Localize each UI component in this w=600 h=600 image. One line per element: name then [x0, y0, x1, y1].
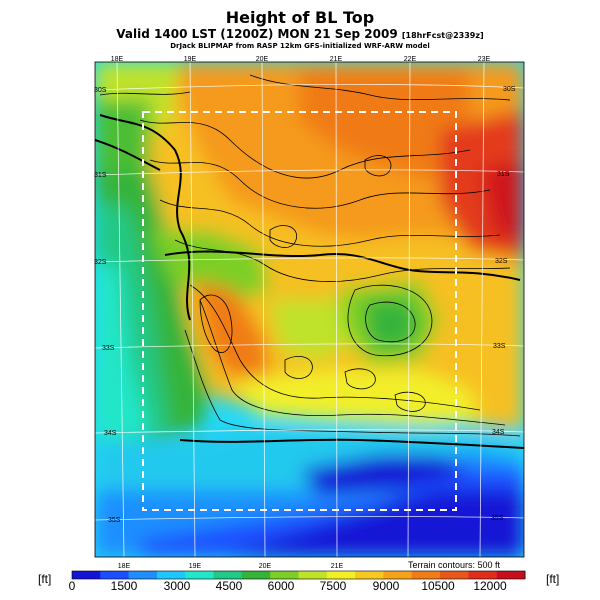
- color-scale-tick-label: 4500: [216, 579, 243, 593]
- color-scale-swatch: [100, 571, 130, 579]
- lon-label-top: 21E: [330, 56, 343, 63]
- lat-label-right: 32S: [495, 258, 508, 265]
- color-scale-outline: [71, 570, 526, 580]
- lat-label-left: 31S: [94, 172, 107, 179]
- color-scale-swatch: [355, 571, 384, 579]
- lon-label-bottom: 19E: [189, 563, 202, 570]
- color-scale-swatch: [241, 571, 271, 579]
- color-scale-swatch: [156, 571, 186, 579]
- lat-label-right: 34S: [492, 429, 505, 436]
- lat-lon-grid: [95, 62, 524, 557]
- color-scale-swatch: [383, 571, 413, 579]
- lon-label-top: 20E: [256, 56, 269, 63]
- lon-label-top: 23E: [478, 56, 491, 63]
- lat-label-left: 30S: [94, 87, 107, 94]
- color-scale-swatch: [440, 571, 469, 579]
- terrain-contours-note: Terrain contours: 500 ft: [408, 560, 501, 570]
- lat-label-right: 33S: [493, 343, 506, 350]
- color-scale-bar: [71, 570, 526, 580]
- colorbar-unit-left: [ft]: [38, 572, 52, 586]
- color-scale-swatch: [496, 571, 526, 579]
- lon-label-top: 18E: [111, 56, 124, 63]
- lat-label-left: 34S: [104, 430, 117, 437]
- lon-label-bottom: 21E: [331, 563, 344, 570]
- model-credit: DrJack BLIPMAP from RASP 12km GFS-initia…: [170, 42, 430, 50]
- lat-label-right: 31S: [497, 171, 510, 178]
- lon-label-top: 22E: [404, 56, 417, 63]
- color-scale-tick-label: 6000: [268, 579, 295, 593]
- lat-label-left: 35S: [108, 517, 121, 524]
- height-field: [95, 62, 524, 557]
- color-scale-swatch: [185, 571, 215, 579]
- color-scale-tick-label: 3000: [164, 579, 191, 593]
- color-scale-tick-label: 12000: [473, 579, 507, 593]
- colorbar-unit-right: [ft]: [546, 572, 560, 586]
- lon-label-bottom: 20E: [259, 563, 272, 570]
- lon-label-top: 19E: [184, 56, 197, 63]
- subtitle-main: Valid 1400 LST (1200Z) MON 21 Sep 2009: [116, 27, 398, 41]
- color-scale-swatch: [128, 571, 158, 579]
- color-scale-swatch: [270, 571, 299, 579]
- lat-label-right: 35S: [491, 515, 504, 522]
- subtitle-forecast: [18hrFcst@2339z]: [401, 31, 484, 40]
- color-scale-swatch: [72, 571, 101, 579]
- map-frame: [94, 61, 525, 558]
- color-scale-labels: 0 1500 3000 4500 6000 7500 9000 10500 12…: [69, 579, 507, 593]
- color-scale-tick-label: 10500: [421, 579, 455, 593]
- lat-label-right: 30S: [503, 86, 516, 93]
- color-scale-tick-label: 0: [69, 579, 76, 593]
- color-scale-swatch: [213, 571, 243, 579]
- color-scale-swatch: [411, 571, 441, 579]
- color-scale-tick-label: 7500: [320, 579, 347, 593]
- chart-title: Height of BL Top: [225, 8, 375, 27]
- color-scale-tick-label: 1500: [111, 579, 138, 593]
- lat-label-left: 32S: [94, 259, 107, 266]
- color-scale-swatch: [326, 571, 356, 579]
- chart-subtitle: Valid 1400 LST (1200Z) MON 21 Sep 2009 […: [0, 27, 600, 41]
- color-scale-swatch: [468, 571, 498, 579]
- lon-label-bottom: 18E: [118, 563, 131, 570]
- color-scale-swatch: [298, 571, 328, 579]
- inner-domain-boundary: [142, 111, 457, 511]
- color-scale-tick-label: 9000: [373, 579, 400, 593]
- lat-label-left: 33S: [102, 345, 115, 352]
